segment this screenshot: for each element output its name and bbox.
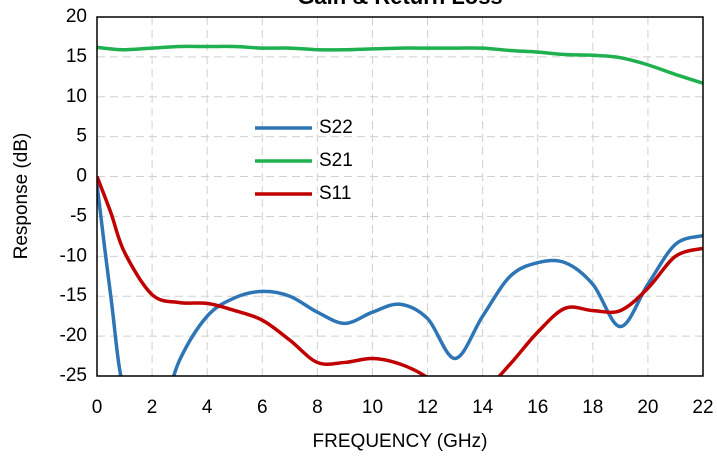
x-axis-label: FREQUENCY (GHz) xyxy=(313,431,488,452)
x-tick-label: 6 xyxy=(257,397,268,418)
x-tick-label: 10 xyxy=(362,397,383,418)
chart-title: Gain & Return Loss xyxy=(297,0,502,9)
y-axis-label: Response (dB) xyxy=(11,133,32,260)
legend-label: S21 xyxy=(319,150,353,171)
legend: S22 S21 S11 xyxy=(255,117,353,204)
y-tick-label: 5 xyxy=(76,126,87,147)
y-tick-label: 10 xyxy=(66,86,87,107)
y-tick-label: -15 xyxy=(60,285,87,306)
x-tick-label: 18 xyxy=(582,397,603,418)
x-tick-label: 12 xyxy=(417,397,438,418)
x-tick-label: 0 xyxy=(92,397,103,418)
legend-label: S22 xyxy=(319,117,353,138)
x-tick-label: 14 xyxy=(472,397,494,418)
y-tick-label: -20 xyxy=(60,325,87,346)
plot-frame xyxy=(96,16,704,377)
x-tick-label: 16 xyxy=(527,397,548,418)
y-tick-label: -5 xyxy=(70,205,87,226)
x-tick-label: 22 xyxy=(692,397,713,418)
y-tick-label: -25 xyxy=(60,365,87,386)
y-tick-label: 15 xyxy=(66,46,87,67)
y-tick-label: 20 xyxy=(66,6,87,27)
series-line xyxy=(97,175,703,376)
x-tick-label: 4 xyxy=(202,397,213,418)
series-line xyxy=(97,184,703,376)
x-tick-label: 20 xyxy=(637,397,658,418)
series-line xyxy=(97,44,703,85)
plot-lines xyxy=(97,44,703,376)
x-tick-label: 2 xyxy=(147,397,158,418)
x-tick-label: 8 xyxy=(312,397,323,418)
y-tick-label: -10 xyxy=(60,245,87,266)
y-tick-label: 0 xyxy=(76,166,87,187)
legend-label: S11 xyxy=(319,183,351,204)
